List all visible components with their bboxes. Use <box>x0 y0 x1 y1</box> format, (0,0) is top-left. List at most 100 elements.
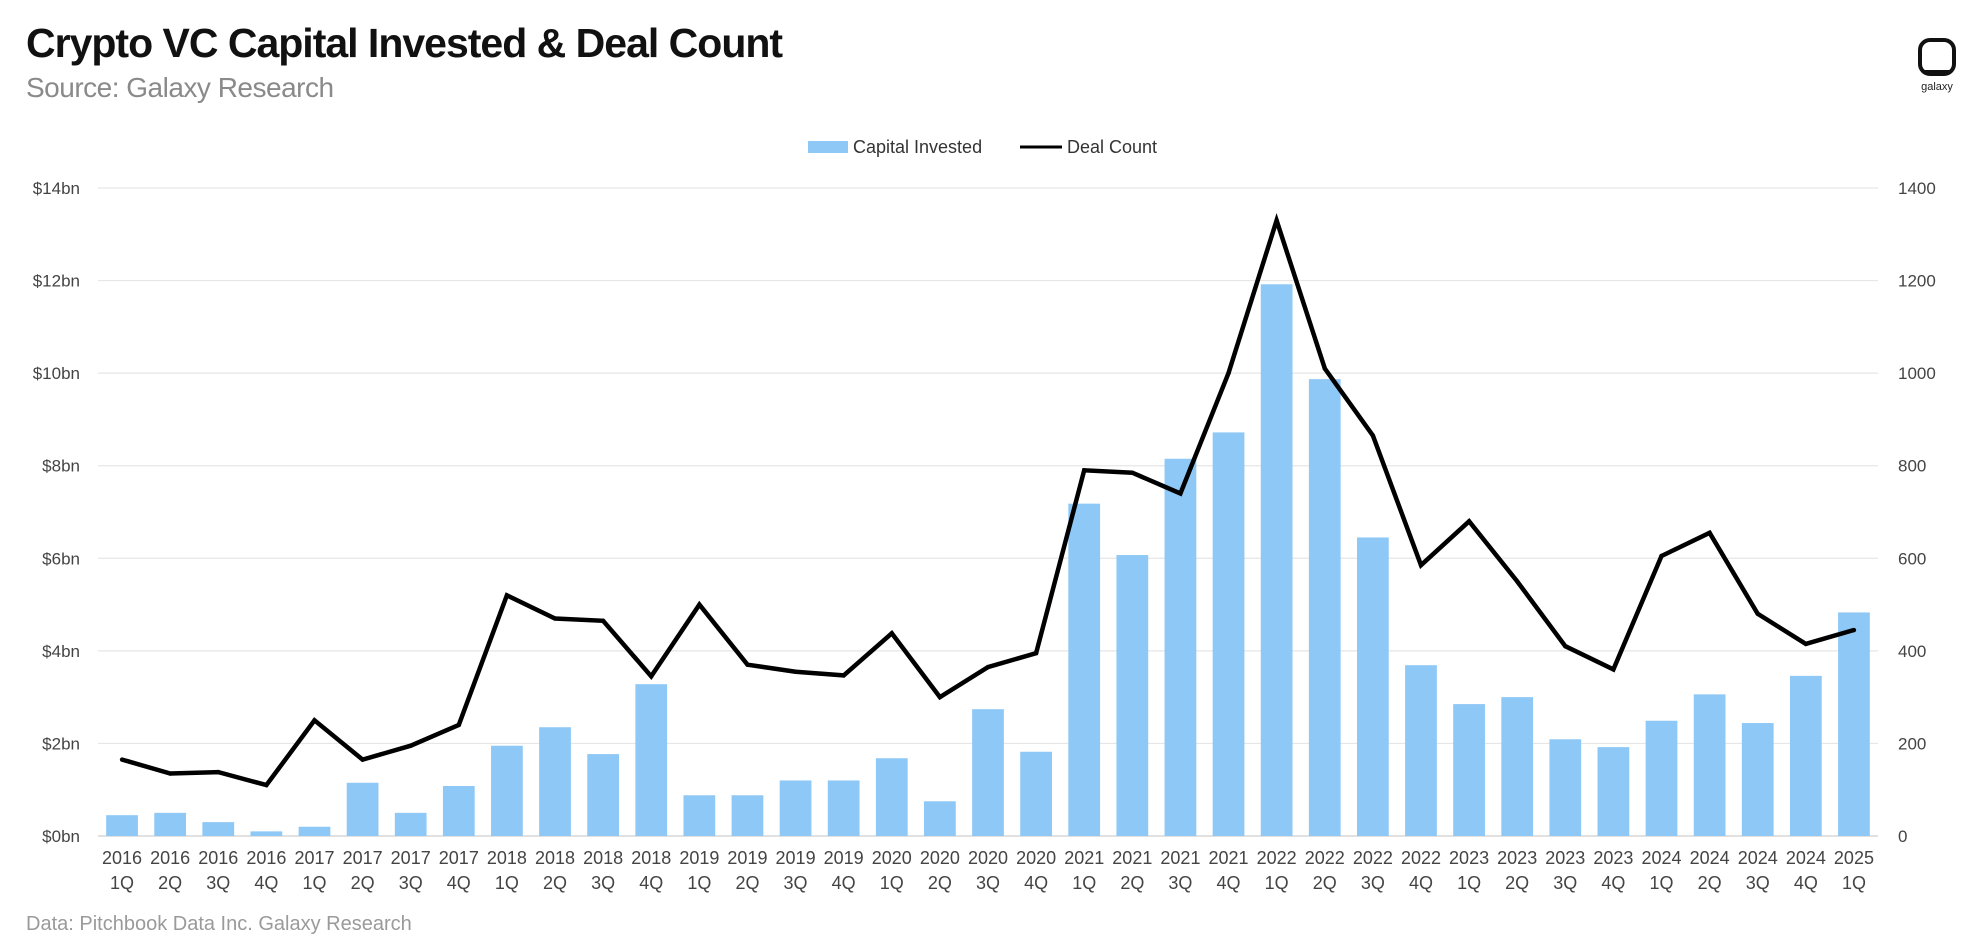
capital-invested-bar <box>1549 739 1582 836</box>
deal-count-point <box>1322 366 1327 371</box>
deal-count-point <box>1851 627 1857 633</box>
capital-invested-bar <box>1068 503 1101 836</box>
x-tick-label-year: 2021 <box>1160 848 1200 868</box>
capital-invested-bar <box>1020 751 1052 836</box>
deal-count-point <box>649 674 654 679</box>
deal-count-point <box>1082 468 1087 473</box>
deal-count-point <box>985 664 991 670</box>
deal-count-point <box>697 602 702 607</box>
capital-invested-bar <box>587 754 620 836</box>
deal-count-point <box>552 616 558 621</box>
capital-invested-bar <box>1789 675 1822 836</box>
capital-invested-bar <box>1212 432 1245 836</box>
x-tick-label-quarter: 3Q <box>591 873 615 893</box>
x-tick-label-year: 2024 <box>1738 848 1778 868</box>
x-tick-label-year: 2020 <box>1016 848 1056 868</box>
logo-wordmark: galaxy <box>1921 81 1953 93</box>
x-tick-label-quarter: 2Q <box>1505 873 1529 893</box>
x-tick-label-year: 2021 <box>1064 848 1104 868</box>
capital-invested-bar <box>442 786 475 836</box>
x-tick-label-quarter: 1Q <box>1265 873 1289 893</box>
y-right-tick-label: 800 <box>1898 457 1926 476</box>
x-tick-label-quarter: 2Q <box>543 873 567 893</box>
deal-count-point <box>745 662 750 667</box>
data-source-note: Data: Pitchbook Data Inc. Galaxy Researc… <box>26 913 412 935</box>
x-tick-label-quarter: 1Q <box>687 873 711 893</box>
x-tick-label-quarter: 2Q <box>1698 873 1722 893</box>
x-tick-label-year: 2020 <box>872 848 912 868</box>
deal-count-point <box>1178 491 1183 496</box>
x-tick-label-year: 2016 <box>102 848 142 868</box>
x-tick-label-year: 2016 <box>198 848 238 868</box>
y-left-tick-label: $8bn <box>42 457 80 476</box>
x-tick-label-year: 2019 <box>824 848 864 868</box>
y-left-tick-label: $12bn <box>33 272 80 291</box>
x-tick-label-year: 2018 <box>487 848 527 868</box>
x-tick-label-quarter: 4Q <box>639 873 663 893</box>
capital-invested-bar <box>1838 612 1870 836</box>
deal-count-point <box>1370 433 1376 438</box>
x-tick-label-quarter: 1Q <box>302 873 326 893</box>
x-tick-label-quarter: 1Q <box>110 873 134 893</box>
x-tick-label-quarter: 3Q <box>1168 873 1192 893</box>
x-tick-label-quarter: 3Q <box>1361 873 1385 893</box>
x-tick-label-year: 2020 <box>968 848 1008 868</box>
y-axis-right: 0 200 400 600 800 1000 1200 1400 <box>1898 179 1936 846</box>
deal-count-point <box>841 673 846 678</box>
galaxy-logo: galaxy <box>1918 38 1956 93</box>
capital-invested-bar <box>1453 704 1485 836</box>
capital-invested-bar <box>827 780 860 836</box>
capital-invested-bars <box>106 284 1870 836</box>
deal-count-point <box>504 593 510 598</box>
x-tick-label-year: 2023 <box>1449 848 1489 868</box>
capital-invested-bar <box>1645 720 1678 836</box>
x-tick-label-year: 2017 <box>391 848 431 868</box>
x-tick-label-quarter: 3Q <box>1746 873 1770 893</box>
y-right-tick-label: 1000 <box>1898 364 1936 383</box>
deal-count-point <box>889 631 894 636</box>
x-tick-label-quarter: 2Q <box>1120 873 1144 893</box>
deal-count-point <box>456 722 462 728</box>
x-tick-label-quarter: 2Q <box>735 873 759 893</box>
x-tick-label-year: 2024 <box>1641 848 1681 868</box>
capital-invested-bar <box>1741 723 1774 836</box>
y-right-tick-label: 1400 <box>1898 179 1936 198</box>
capital-invested-bar <box>875 758 908 836</box>
x-tick-label-year: 2022 <box>1257 848 1297 868</box>
deal-count-point <box>1611 667 1616 672</box>
legend-label-deal-count: Deal Count <box>1067 137 1157 157</box>
gridlines <box>98 187 1878 837</box>
chart-subtitle: Source: Galaxy Research <box>26 72 334 103</box>
x-tick-label-quarter: 4Q <box>1601 873 1625 893</box>
y-right-tick-label: 400 <box>1898 642 1926 661</box>
x-tick-label-year: 2017 <box>439 848 479 868</box>
y-axis-left: $0bn $2bn $4bn $6bn $8bn $10bn $12bn $14bn <box>33 179 80 846</box>
x-tick-label-quarter: 1Q <box>1650 873 1674 893</box>
x-tick-label-quarter: 1Q <box>495 873 519 893</box>
y-left-tick-label: $10bn <box>33 364 80 383</box>
y-left-tick-label: $0bn <box>42 827 80 846</box>
x-tick-label-year: 2018 <box>583 848 623 868</box>
y-right-tick-label: 0 <box>1898 827 1907 846</box>
capital-invested-bar <box>539 727 571 836</box>
y-right-tick-label: 1200 <box>1898 272 1936 291</box>
x-tick-label-quarter: 1Q <box>1457 873 1481 893</box>
x-tick-label-quarter: 3Q <box>784 873 808 893</box>
deal-count-line <box>119 213 1857 788</box>
capital-invested-bar <box>1356 537 1389 836</box>
x-tick-label-quarter: 4Q <box>1024 873 1048 893</box>
x-tick-label-quarter: 3Q <box>399 873 423 893</box>
chart-title: Crypto VC Capital Invested & Deal Count <box>26 20 783 66</box>
x-tick-label-quarter: 4Q <box>447 873 471 893</box>
x-tick-label-year: 2024 <box>1690 848 1730 868</box>
x-tick-label-year: 2019 <box>776 848 816 868</box>
capital-invested-bar <box>154 812 187 836</box>
deal-count-point <box>312 718 317 723</box>
x-tick-label-quarter: 4Q <box>832 873 856 893</box>
x-tick-label-quarter: 1Q <box>1842 873 1866 893</box>
x-tick-label-year: 2020 <box>920 848 960 868</box>
y-left-tick-label: $14bn <box>33 179 80 198</box>
deal-count-point <box>1803 641 1809 647</box>
deal-count-point <box>264 782 269 788</box>
deal-count-point <box>1274 218 1279 223</box>
